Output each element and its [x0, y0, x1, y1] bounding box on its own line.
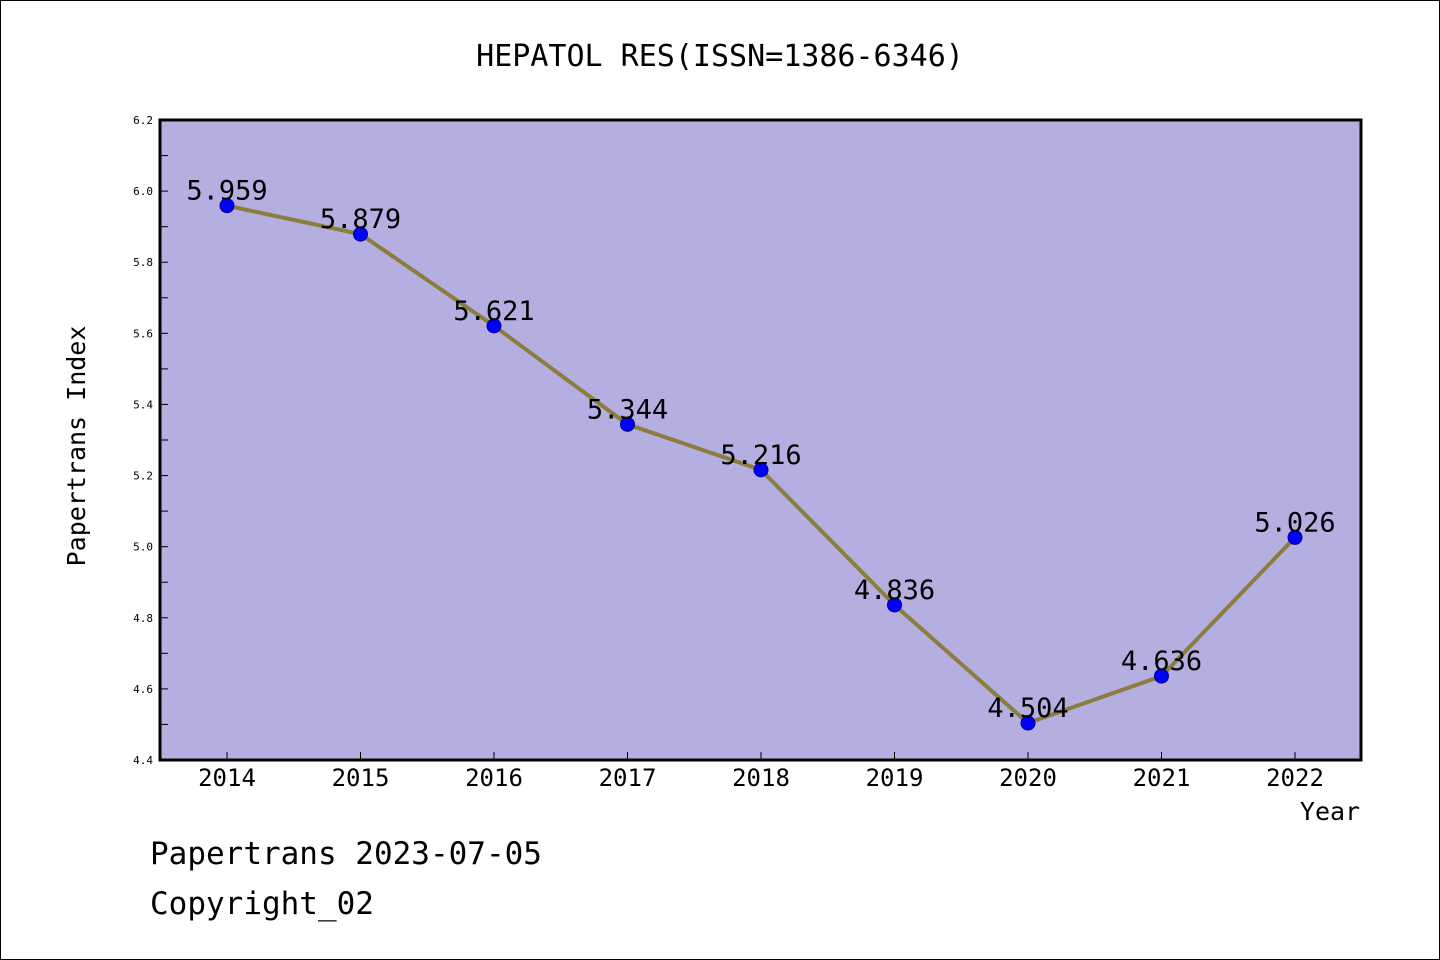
- y-tick-label: 5.8: [133, 256, 153, 269]
- y-tick-label: 5.4: [133, 398, 153, 411]
- x-tick-label: 2022: [1266, 764, 1324, 792]
- y-axis-label: Papertrans Index: [62, 326, 91, 567]
- data-point: [887, 597, 902, 613]
- footer-date: Papertrans 2023-07-05: [150, 836, 542, 872]
- data-label: 4.504: [987, 693, 1068, 724]
- x-tick-label: 2014: [198, 764, 256, 792]
- y-tick-label: 4.8: [133, 612, 153, 625]
- y-tick-label: 5.2: [133, 470, 153, 483]
- x-axis: 2014 2015 2016 2017 2018 2019 2020 2021 2022: [198, 752, 1324, 792]
- data-point: [620, 416, 635, 432]
- data-label: 5.959: [186, 176, 267, 207]
- data-label: 5.216: [720, 440, 801, 471]
- series-group: 5.959 5.879 5.621 5.344 5.216 4.836 4.504 4.636…: [186, 176, 1336, 731]
- x-tick-label: 2019: [866, 764, 924, 792]
- x-tick-label: 2020: [999, 764, 1057, 792]
- y-tick-label: 4.6: [133, 683, 153, 696]
- x-tick-label: 2021: [1133, 764, 1191, 792]
- x-tick-label: 2016: [465, 764, 523, 792]
- x-tick-label: 2017: [599, 764, 657, 792]
- x-tick-label: 2018: [732, 764, 790, 792]
- data-label: 4.836: [854, 575, 935, 606]
- y-tick-label: 6.2: [133, 114, 153, 127]
- data-point: [753, 462, 769, 478]
- chart-title: HEPATOL RES(ISSN=1386-6346): [476, 39, 964, 74]
- footer-copyright: Copyright_02: [150, 886, 374, 922]
- data-point: [486, 318, 502, 334]
- y-tick-label: 5.0: [133, 541, 153, 554]
- y-tick-label: 4.4: [133, 754, 153, 767]
- x-tick-label: 2015: [332, 764, 390, 792]
- data-label: 5.621: [453, 296, 534, 327]
- data-label: 5.879: [320, 204, 401, 235]
- data-point: [353, 226, 368, 242]
- data-point: [1020, 715, 1036, 731]
- y-tick-label: 6.0: [133, 185, 153, 198]
- y-tick-label: 5.6: [133, 327, 153, 340]
- data-point: [219, 198, 235, 214]
- data-label: 5.344: [587, 394, 668, 425]
- data-point: [1287, 529, 1303, 545]
- data-label: 4.636: [1121, 646, 1202, 677]
- data-label: 5.026: [1254, 507, 1335, 538]
- y-axis: 4.4 4.6 4.8 5.0 5.2 5.4 5.6 5.8 6.0 6.2: [133, 114, 168, 767]
- data-point: [1154, 668, 1169, 684]
- x-axis-label: Year: [1300, 797, 1360, 826]
